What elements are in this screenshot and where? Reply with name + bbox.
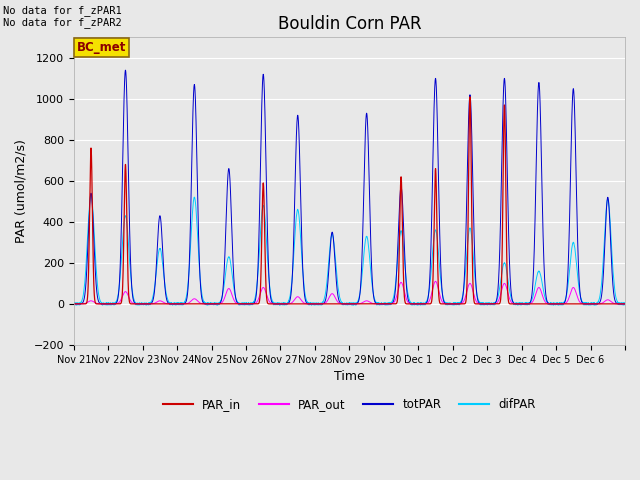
Text: No data for f_zPAR1
No data for f_zPAR2: No data for f_zPAR1 No data for f_zPAR2 — [3, 5, 122, 28]
Text: BC_met: BC_met — [77, 41, 126, 54]
X-axis label: Time: Time — [334, 370, 365, 383]
Title: Bouldin Corn PAR: Bouldin Corn PAR — [278, 15, 421, 33]
Legend: PAR_in, PAR_out, totPAR, difPAR: PAR_in, PAR_out, totPAR, difPAR — [159, 394, 540, 416]
Y-axis label: PAR (umol/m2/s): PAR (umol/m2/s) — [15, 139, 28, 243]
